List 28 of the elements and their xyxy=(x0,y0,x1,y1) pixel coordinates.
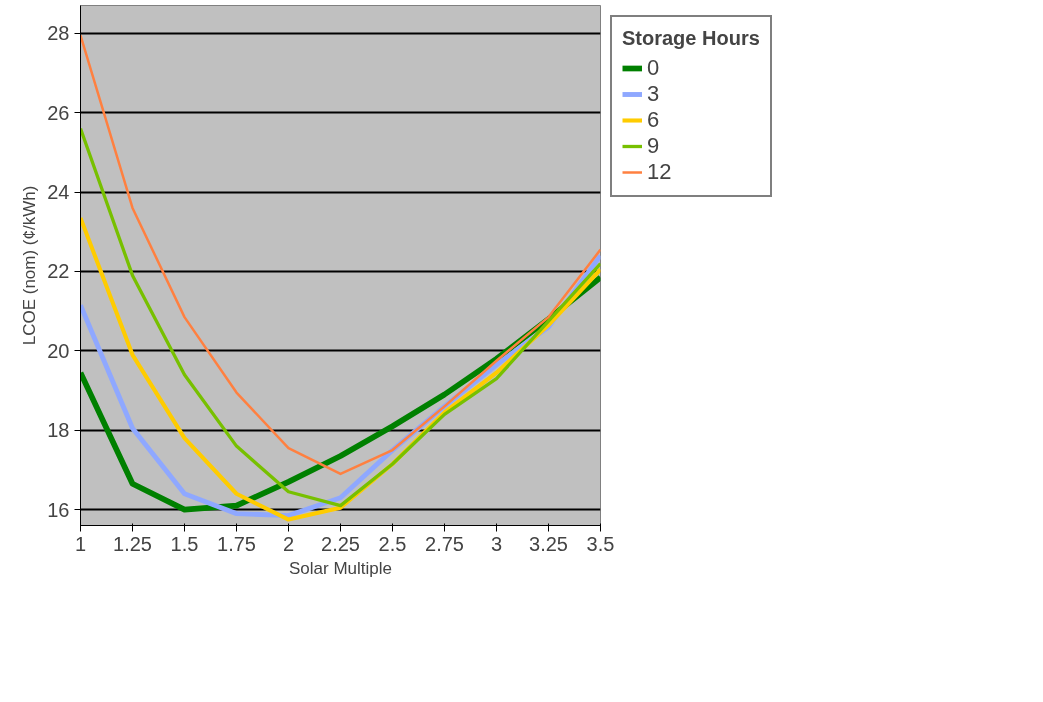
x-tick-label: 1.75 xyxy=(217,532,256,555)
legend-label: 9 xyxy=(647,133,661,159)
legend-label: 6 xyxy=(647,107,661,133)
x-tick-label: 3.25 xyxy=(529,532,568,555)
x-tick-label: 3 xyxy=(490,532,503,555)
y-tick-label: 20 xyxy=(47,339,70,362)
x-axis-title: Solar Multiple xyxy=(289,558,393,578)
line-series xyxy=(80,126,601,508)
x-tick-label: 1 xyxy=(74,532,87,555)
line-series xyxy=(80,34,601,476)
legend-title: Storage Hours xyxy=(622,27,760,50)
x-tick-label: 1.5 xyxy=(170,532,199,555)
x-tick-label: 2.5 xyxy=(378,532,407,555)
y-tick-label: 22 xyxy=(47,260,70,283)
y-tick-label: 16 xyxy=(47,498,70,521)
y-axis-title: LCOE (nom) (¢/kWh) xyxy=(20,185,40,346)
legend-label: 0 xyxy=(647,55,661,81)
y-tick-label: 28 xyxy=(47,22,70,45)
y-tick-label: 26 xyxy=(47,101,70,124)
y-tick-label: 24 xyxy=(47,181,70,204)
y-tick-label: 18 xyxy=(47,419,70,442)
x-tick-label: 2.25 xyxy=(321,532,360,555)
legend-label: 12 xyxy=(647,159,672,185)
x-tick-label: 1.25 xyxy=(113,532,152,555)
x-tick-label: 2.75 xyxy=(425,532,464,555)
x-tick-label: 2 xyxy=(282,532,295,555)
x-tick-label: 3.5 xyxy=(586,532,615,555)
legend-label: 3 xyxy=(647,81,661,107)
